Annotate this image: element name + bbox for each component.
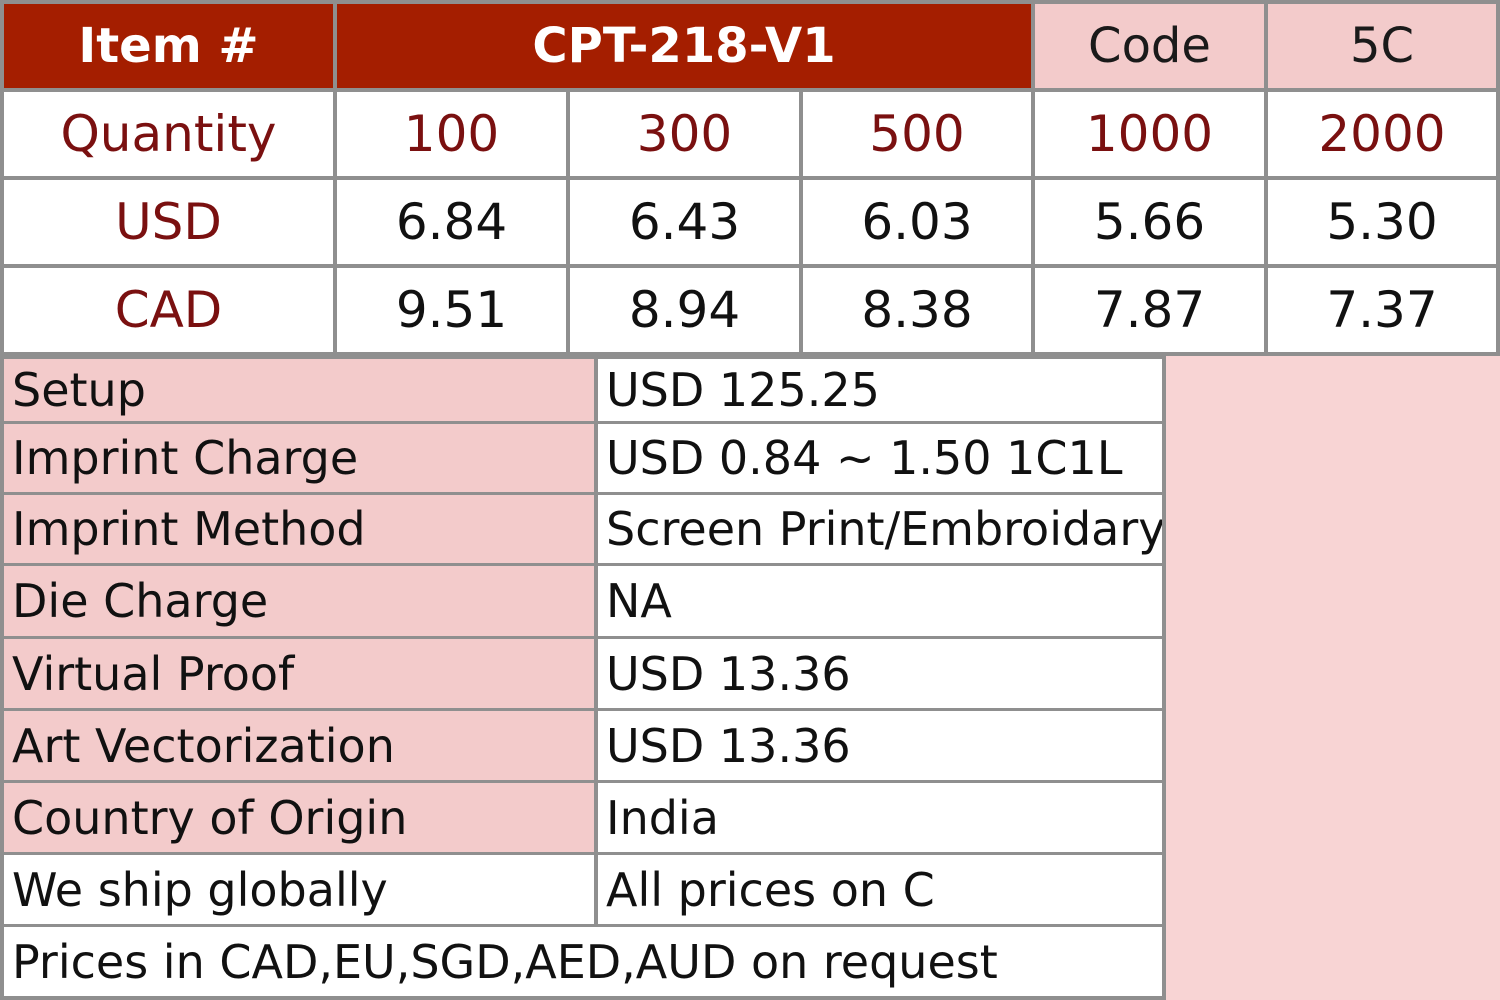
- price-cell: 9.51: [337, 268, 566, 352]
- detail-label: Setup: [4, 359, 594, 421]
- detail-label: Die Charge: [4, 566, 594, 636]
- code-label: Code: [1035, 4, 1264, 88]
- price-cell: 6.43: [570, 180, 799, 264]
- price-cell: 5.30: [1268, 180, 1496, 264]
- detail-value: All prices on C: [598, 855, 1162, 924]
- detail-label: Country of Origin: [4, 783, 594, 852]
- quantity-tier: 100: [337, 92, 566, 176]
- detail-value: NA: [598, 566, 1162, 636]
- detail-label: Imprint Charge: [4, 424, 594, 492]
- footer-note: Prices in CAD,EU,SGD,AED,AUD on request: [4, 927, 1162, 996]
- detail-label: Virtual Proof: [4, 639, 594, 708]
- price-cell: 7.87: [1035, 268, 1264, 352]
- quantity-label: Quantity: [4, 92, 333, 176]
- detail-value: Screen Print/Embroidary: [598, 495, 1162, 563]
- quantity-tier: 300: [570, 92, 799, 176]
- price-cell: 7.37: [1268, 268, 1496, 352]
- details-table: Setup USD 125.25 Imprint Charge USD 0.84…: [0, 356, 1166, 1000]
- detail-label: Imprint Method: [4, 495, 594, 563]
- quantity-tier: 2000: [1268, 92, 1496, 176]
- detail-label: We ship globally: [4, 855, 594, 924]
- pricing-table: Item # CPT-218-V1 Code 5C Quantity 100 3…: [0, 0, 1500, 356]
- price-cell: 8.94: [570, 268, 799, 352]
- detail-value: USD 0.84 ~ 1.50 1C1L: [598, 424, 1162, 492]
- price-cell: 8.38: [803, 268, 1031, 352]
- currency-label-usd: USD: [4, 180, 333, 264]
- item-number-value: CPT-218-V1: [337, 4, 1031, 88]
- code-value: 5C: [1268, 4, 1496, 88]
- price-cell: 6.84: [337, 180, 566, 264]
- price-cell: 5.66: [1035, 180, 1264, 264]
- item-number-label: Item #: [4, 4, 333, 88]
- detail-value: India: [598, 783, 1162, 852]
- currency-label-cad: CAD: [4, 268, 333, 352]
- detail-label: Art Vectorization: [4, 711, 594, 780]
- quantity-tier: 500: [803, 92, 1031, 176]
- detail-value: USD 125.25: [598, 359, 1162, 421]
- price-cell: 6.03: [803, 180, 1031, 264]
- detail-value: USD 13.36: [598, 639, 1162, 708]
- quantity-tier: 1000: [1035, 92, 1264, 176]
- detail-value: USD 13.36: [598, 711, 1162, 780]
